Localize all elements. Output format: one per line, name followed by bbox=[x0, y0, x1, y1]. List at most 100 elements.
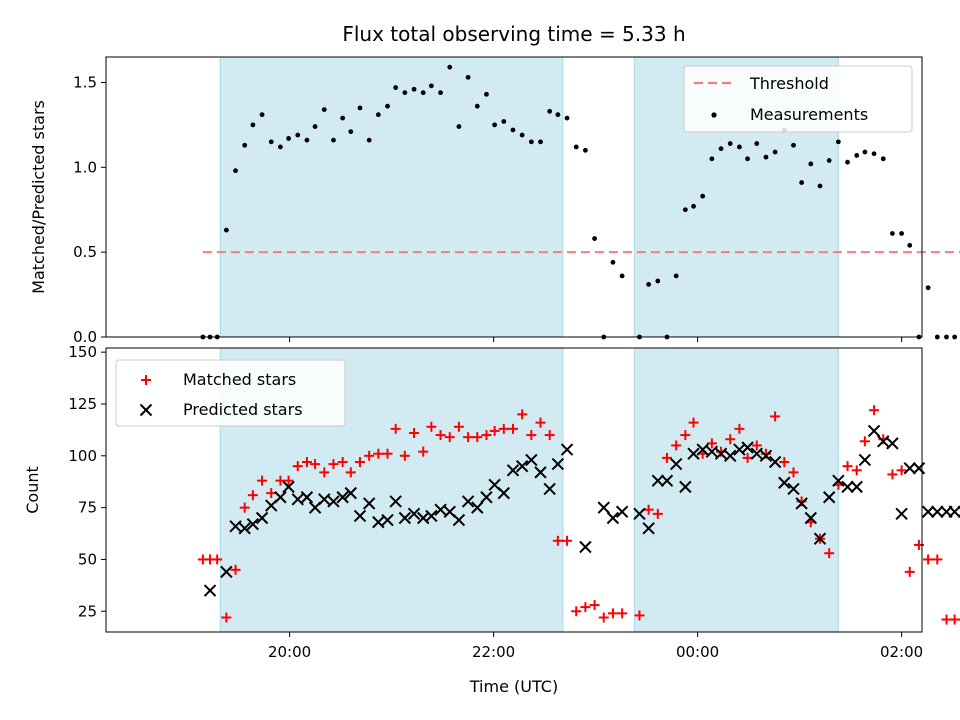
legend-measurements-swatch bbox=[711, 112, 717, 118]
measurement-point bbox=[564, 115, 570, 121]
predicted-star-point bbox=[903, 462, 916, 475]
matched-star-point bbox=[598, 612, 609, 623]
matched-star-point bbox=[607, 608, 618, 619]
predicted-star-point bbox=[841, 480, 854, 494]
predicted-star-point bbox=[389, 495, 402, 508]
matched-star-point bbox=[257, 475, 268, 486]
predicted-star-point bbox=[724, 449, 737, 463]
matched-star-point bbox=[824, 548, 835, 559]
predicted-star-point bbox=[615, 505, 629, 518]
matched-star-point bbox=[742, 452, 753, 463]
predicted-star-point bbox=[255, 511, 269, 525]
measurement-point bbox=[438, 90, 443, 96]
measurement-point bbox=[223, 227, 229, 233]
measurement-point bbox=[754, 141, 760, 146]
predicted-star-point bbox=[407, 507, 421, 521]
x-axis-label: Time (UTC) bbox=[469, 677, 558, 696]
measurement-point bbox=[393, 85, 399, 90]
top-axes-frame bbox=[105, 56, 923, 338]
predicted-star-point bbox=[787, 482, 800, 496]
measurement-point bbox=[465, 74, 471, 80]
matched-star-point bbox=[779, 457, 790, 468]
measurement-point bbox=[268, 139, 274, 145]
bottom-y-tick-label: 75 bbox=[78, 499, 97, 517]
measurement-point bbox=[366, 137, 372, 143]
measurement-point bbox=[737, 144, 742, 150]
predicted-star-point bbox=[921, 505, 935, 518]
measurement-point bbox=[880, 156, 886, 162]
predicted-star-point bbox=[229, 520, 242, 533]
bottom-y-tick-label: 100 bbox=[68, 447, 97, 465]
measurement-point bbox=[700, 193, 706, 199]
measurement-point bbox=[259, 112, 265, 118]
matched-star-point bbox=[221, 612, 232, 623]
matched-star-point bbox=[662, 452, 672, 463]
top-y-tick-label: 1.0 bbox=[73, 158, 97, 176]
measurement-point bbox=[826, 158, 832, 163]
measurement-point bbox=[447, 64, 453, 70]
matched-star-point bbox=[770, 411, 781, 422]
matched-star-point bbox=[544, 430, 555, 441]
measurement-point bbox=[619, 273, 625, 279]
predicted-stars-points bbox=[203, 424, 960, 597]
matched-star-point bbox=[283, 475, 294, 486]
predicted-star-point bbox=[597, 501, 610, 514]
measurement-point bbox=[357, 105, 363, 111]
measurement-point bbox=[763, 154, 769, 160]
measurement-point bbox=[484, 91, 489, 97]
top-shaded-interval-1 bbox=[219, 56, 564, 338]
bottom-axes-frame bbox=[105, 347, 923, 633]
measurement-point bbox=[321, 107, 327, 113]
measurement-point bbox=[242, 142, 248, 148]
matched-star-point bbox=[453, 421, 464, 432]
legend-matched-swatch bbox=[141, 375, 151, 385]
measurement-point bbox=[519, 132, 525, 138]
measurement-point bbox=[727, 141, 733, 146]
predicted-star-point bbox=[203, 584, 217, 597]
predicted-star-point bbox=[778, 476, 791, 489]
top-x-ticks bbox=[289, 337, 903, 342]
matched-star-point bbox=[507, 423, 518, 434]
matched-star-point bbox=[328, 459, 339, 470]
predicted-star-point bbox=[238, 522, 251, 535]
predicted-star-point bbox=[714, 447, 728, 460]
measurement-point bbox=[799, 180, 805, 185]
measurement-point bbox=[492, 122, 498, 128]
measurement-point bbox=[646, 281, 652, 287]
measurement-point bbox=[538, 139, 543, 145]
matched-star-point bbox=[247, 490, 258, 501]
bottom-y-tick-label: 50 bbox=[78, 550, 97, 568]
measurement-point bbox=[944, 334, 949, 340]
bottom-legend: Matched stars Predicted stars bbox=[115, 359, 346, 427]
predicted-star-point bbox=[579, 540, 592, 554]
matched-star-point bbox=[444, 432, 455, 443]
predicted-star-point bbox=[642, 522, 655, 535]
predicted-star-point bbox=[705, 445, 719, 458]
matched-star-point bbox=[706, 438, 717, 449]
top-legend: Threshold Measurements bbox=[683, 65, 913, 133]
measurement-point bbox=[934, 334, 940, 340]
legend-measurements-label: Measurements bbox=[750, 105, 868, 124]
bottom-y-axis-label: Count bbox=[23, 466, 42, 514]
predicted-star-point bbox=[669, 457, 683, 471]
measurement-point bbox=[402, 90, 408, 96]
matched-star-point bbox=[949, 614, 960, 625]
matched-star-point bbox=[517, 409, 528, 420]
matched-star-point bbox=[571, 606, 582, 617]
matched-star-point bbox=[292, 461, 303, 472]
matched-star-point bbox=[399, 450, 410, 461]
matched-star-point bbox=[932, 554, 943, 565]
matched-star-point bbox=[643, 504, 654, 515]
measurement-point bbox=[718, 146, 724, 152]
top-y-axis-label: Matched/Predicted stars bbox=[29, 100, 48, 294]
legend-predicted-swatch bbox=[139, 403, 153, 417]
measurement-point bbox=[428, 83, 434, 89]
predicted-star-point bbox=[750, 447, 763, 460]
matched-star-point bbox=[734, 423, 745, 434]
predicted-star-point bbox=[895, 507, 908, 521]
measurement-point bbox=[682, 207, 688, 213]
predicted-star-point bbox=[877, 435, 890, 448]
matched-star-point bbox=[266, 488, 277, 499]
matched-star-point bbox=[373, 448, 384, 459]
